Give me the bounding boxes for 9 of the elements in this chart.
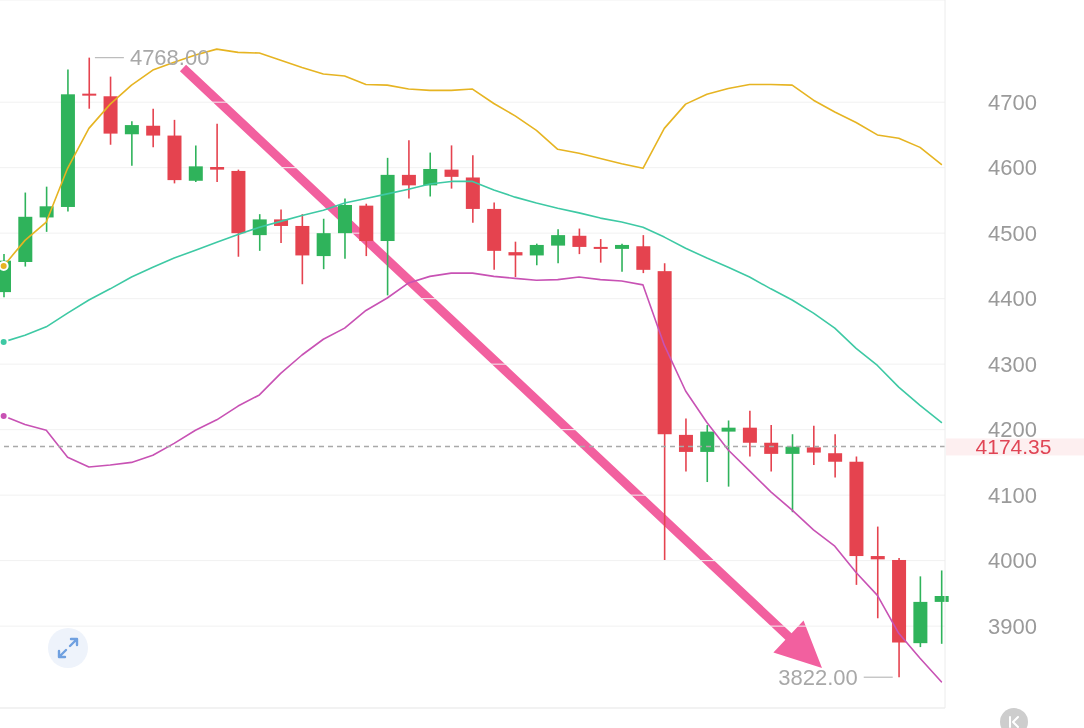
y-tick-label: 4000 — [988, 548, 1037, 574]
annotation: 3822.00 — [778, 664, 858, 690]
y-tick-label: 3900 — [988, 613, 1037, 639]
y-tick-label: 4100 — [988, 482, 1037, 508]
y-tick-label: 4400 — [988, 286, 1037, 312]
y-tick-label: 4300 — [988, 351, 1037, 377]
y-tick-label: 4500 — [988, 220, 1037, 246]
y-tick-label: 4600 — [988, 155, 1037, 181]
y-tick-label: 4700 — [988, 89, 1037, 115]
